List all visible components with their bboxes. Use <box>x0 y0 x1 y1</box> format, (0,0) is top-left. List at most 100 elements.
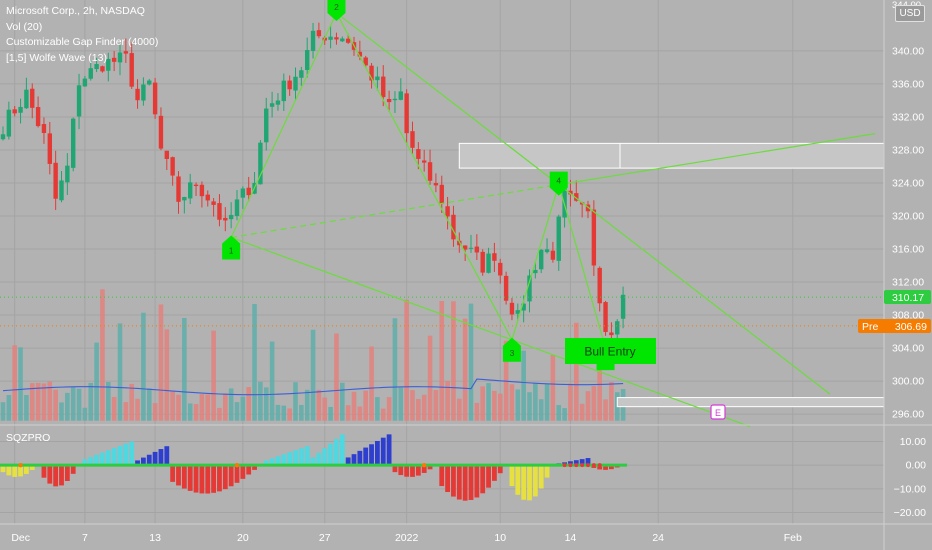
squeeze-dot <box>568 463 573 468</box>
candle-body <box>35 107 41 127</box>
candle-body <box>468 247 474 249</box>
candle-body <box>117 52 123 63</box>
price-tick-label: 340.00 <box>892 45 924 57</box>
volume-bar <box>47 381 53 421</box>
volume-indicator-label[interactable]: Vol (20) <box>6 20 43 33</box>
volume-bar <box>141 312 146 421</box>
candle-body <box>357 51 363 57</box>
symbol-title[interactable]: Microsoft Corp., 2h, NASDAQ <box>6 5 145 17</box>
currency-button[interactable]: USD <box>895 5 925 22</box>
osc-bar <box>515 465 521 495</box>
candle-body <box>316 30 322 37</box>
volume-bar <box>223 393 228 421</box>
volume-bar <box>275 404 281 421</box>
candle-body <box>18 106 23 113</box>
pre-market-value: 306.69 <box>895 321 927 333</box>
volume-bar <box>316 389 322 421</box>
earnings-marker[interactable]: E <box>710 404 726 420</box>
osc-bar <box>146 454 152 466</box>
volume-bar <box>100 289 105 421</box>
osc-bar <box>181 465 187 489</box>
volume-bar <box>193 404 199 421</box>
candle-body <box>433 183 439 186</box>
osc-bar <box>404 465 410 477</box>
osc-bar <box>117 445 123 466</box>
volume-bar <box>129 383 134 421</box>
candle-body <box>486 253 491 273</box>
osc-bar <box>527 465 532 501</box>
volume-bar <box>41 383 47 421</box>
candle-body <box>498 262 503 276</box>
osc-bar <box>199 465 205 494</box>
osc-tick-label: −10.00 <box>894 483 927 495</box>
volume-bar <box>591 385 597 421</box>
wolfe-point-label: 2 <box>334 2 339 12</box>
candle-body <box>269 103 275 107</box>
candle-body <box>147 80 152 85</box>
wolfe-wave-indicator-label[interactable]: [1,5] Wolfe Wave (13) <box>6 51 107 64</box>
osc-bar <box>398 465 404 476</box>
volume-bar <box>117 323 123 421</box>
volume-bar <box>299 404 304 421</box>
candle-body <box>94 64 99 70</box>
wolfe-point-marker: 3 <box>502 337 521 362</box>
candle-body <box>264 108 269 143</box>
earnings-marker-box[interactable] <box>710 404 726 420</box>
volume-bar <box>6 394 12 421</box>
gap-zone-layer <box>458 142 885 408</box>
candle-body <box>82 78 88 87</box>
candle-body <box>246 187 251 196</box>
volume-bar <box>70 387 76 421</box>
volume-bar <box>205 394 211 421</box>
candle-body <box>193 184 199 187</box>
osc-bar <box>94 454 99 466</box>
osc-bar <box>82 459 88 466</box>
wolfe-line-1-3 <box>230 236 751 428</box>
osc-bar <box>363 447 369 466</box>
volume-bar <box>281 405 287 421</box>
squeeze-dot <box>234 462 240 468</box>
osc-bar <box>123 443 129 466</box>
volume-bar <box>398 387 404 421</box>
osc-bar <box>281 454 287 466</box>
gap-finder-indicator-label[interactable]: Customizable Gap Finder (4000) <box>6 36 159 48</box>
price-tick-label: 336.00 <box>892 78 924 90</box>
candle-body <box>574 193 579 201</box>
osc-tick-label: −20.00 <box>894 507 927 519</box>
sqzpro-indicator-label[interactable]: SQZPRO <box>6 432 51 444</box>
volume-bar <box>228 388 234 421</box>
volume-bar <box>486 383 491 421</box>
volume-bar <box>497 393 503 421</box>
volume-bar <box>462 318 468 421</box>
candle-body <box>129 53 134 87</box>
osc-bar <box>357 450 363 466</box>
volume-bar <box>217 407 222 421</box>
candle-body <box>240 188 246 198</box>
volume-bar <box>24 394 29 421</box>
volume-bar <box>18 347 23 421</box>
volume-bar <box>609 381 614 421</box>
candle-body <box>65 165 70 183</box>
osc-bar <box>410 465 415 477</box>
osc-bar <box>240 465 246 479</box>
osc-bar <box>24 465 29 474</box>
candle-body <box>521 303 526 311</box>
osc-bar <box>222 465 228 490</box>
squeeze-dot <box>591 463 596 468</box>
candles-layer <box>0 22 884 347</box>
price-tick-label: 308.00 <box>892 310 924 322</box>
volume-bar <box>65 392 70 421</box>
candle-body <box>439 184 444 205</box>
volume-bar <box>182 317 187 421</box>
volume-bar <box>509 384 515 421</box>
volume-bar <box>416 398 421 421</box>
candle-body <box>6 109 12 137</box>
candle-body <box>299 70 304 78</box>
volume-bar <box>521 350 526 421</box>
volume-bar <box>146 388 152 421</box>
squeeze-dot <box>422 462 427 468</box>
volume-bar <box>234 402 240 421</box>
osc-bar <box>509 465 515 487</box>
osc-bar <box>18 465 23 477</box>
